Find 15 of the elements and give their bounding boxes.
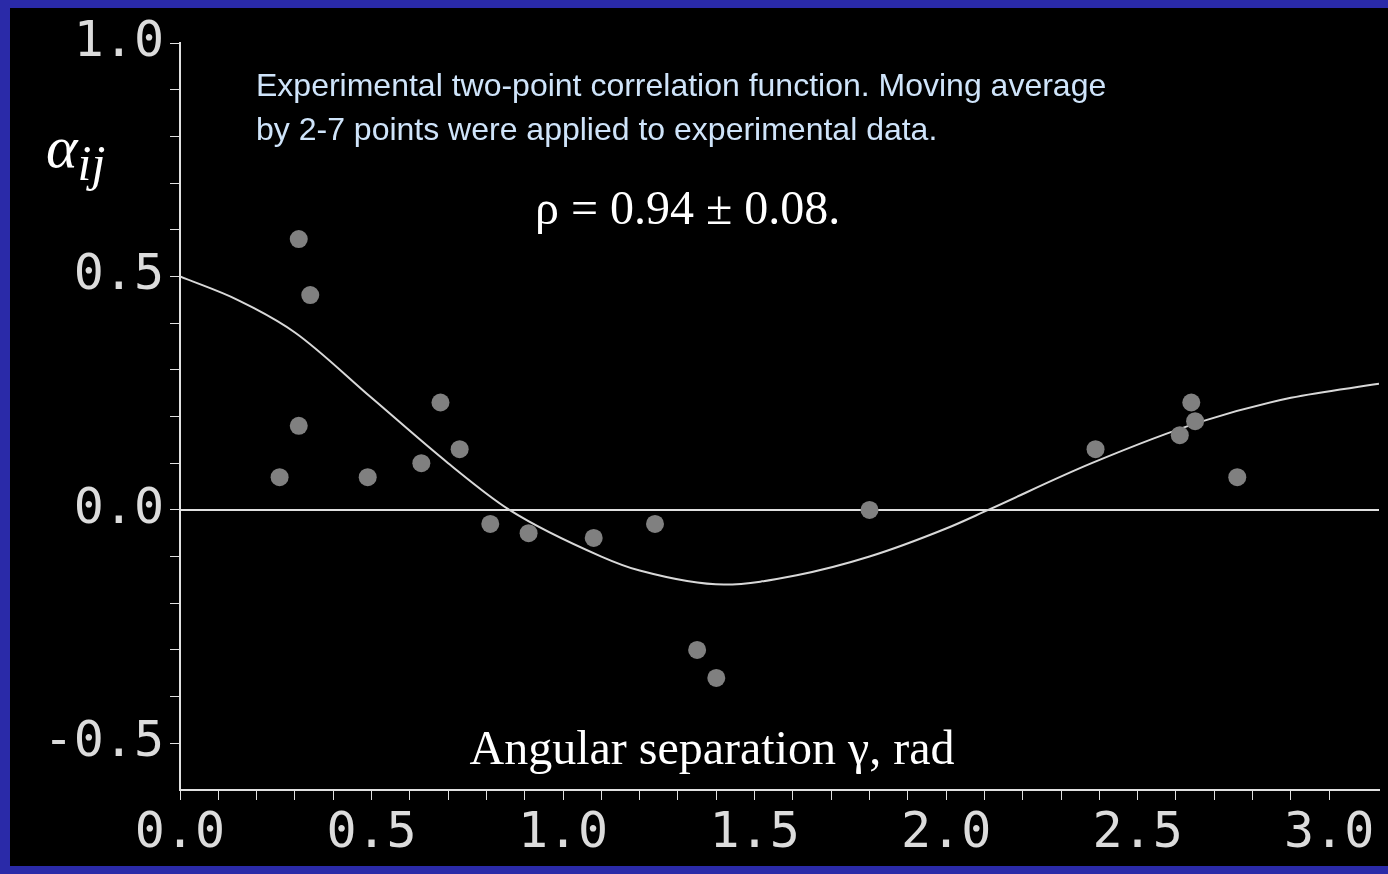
x-tick-label: 0.0 <box>134 800 226 859</box>
y-tick-label: 1.0 <box>73 9 164 68</box>
x-axis-title: Angular separation γ, rad <box>469 720 955 775</box>
annotation: ρ = 0.94 ± 0.08. <box>535 180 841 235</box>
annotation: Experimental two-point correlation function. Moving average by 2-7 points were applied to experimental data. <box>256 66 1108 149</box>
x-tick-label: 2.5 <box>1092 800 1183 859</box>
x-tick-label: 3.0 <box>1284 800 1375 859</box>
y-tick-label: 0.5 <box>73 243 164 302</box>
x-tick-label: 1.0 <box>517 800 609 859</box>
y-tick-label: -0.5 <box>43 710 164 769</box>
x-tick-label: 0.5 <box>326 800 417 859</box>
y-tick-label: 0.0 <box>73 476 164 535</box>
x-tick-label: 1.5 <box>709 800 800 859</box>
y-axis-title: α$_{ij}$ <box>46 113 106 192</box>
x-tick-label: 2.0 <box>900 800 992 859</box>
